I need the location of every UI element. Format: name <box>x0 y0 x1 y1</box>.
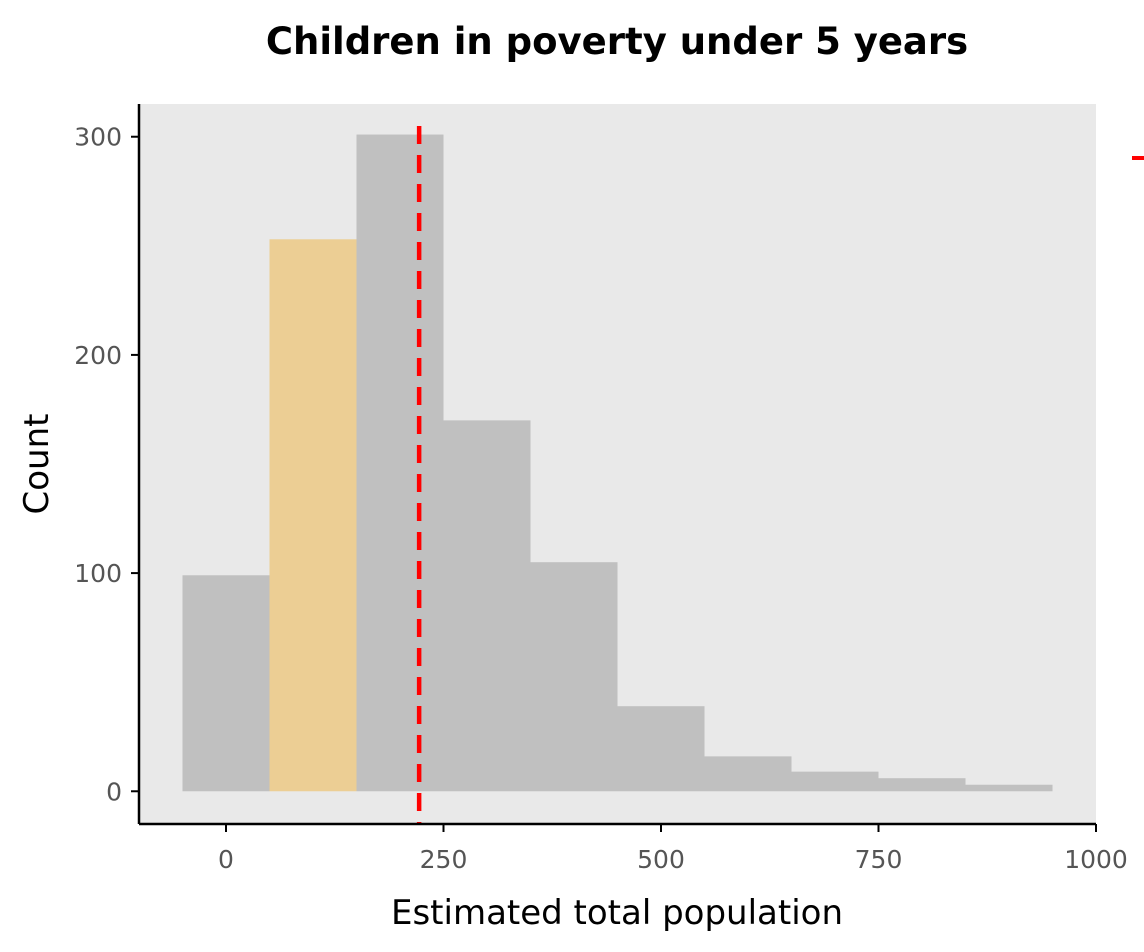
y-axis-ticks: 0 100 200 300 <box>74 123 139 806</box>
histogram-bar-7 <box>704 756 792 792</box>
chart-title: Children in poverty under 5 years <box>266 20 968 63</box>
histogram-bar-5 <box>530 562 618 792</box>
y-axis-title: Count <box>17 414 57 515</box>
x-tick-label: 500 <box>637 845 685 874</box>
y-tick-label: 300 <box>74 123 122 152</box>
histogram-bar-4 <box>443 420 531 792</box>
histogram-bar-3 <box>356 134 444 792</box>
histogram-bar-1 <box>182 575 270 792</box>
x-tick-label: 0 <box>218 845 234 874</box>
x-tick-label: 250 <box>420 845 468 874</box>
bars-group <box>182 134 1053 792</box>
y-tick-label: 200 <box>74 341 122 370</box>
x-tick-label: 1000 <box>1064 845 1128 874</box>
histogram-bar-8 <box>791 771 879 792</box>
y-tick-label: 100 <box>74 559 122 588</box>
x-tick-label: 750 <box>855 845 903 874</box>
histogram-bar-10 <box>965 784 1053 792</box>
x-axis-ticks: 0 250 500 750 1000 <box>218 824 1128 874</box>
x-axis-title: Estimated total population <box>391 893 843 933</box>
histogram-bar-6 <box>617 706 705 792</box>
histogram-bar-9 <box>878 778 966 792</box>
y-tick-label: 0 <box>106 777 122 806</box>
histogram-bar-2 <box>269 239 357 792</box>
